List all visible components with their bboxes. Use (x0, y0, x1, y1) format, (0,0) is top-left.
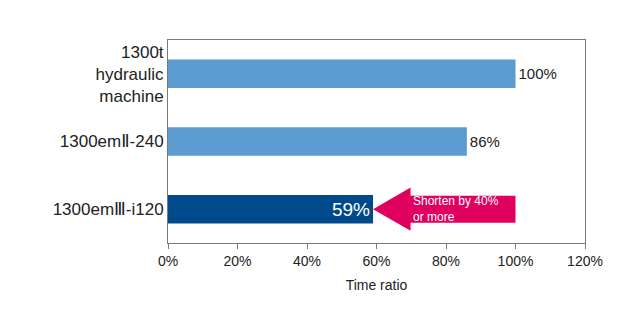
svg-text:1300emⅡ-240: 1300emⅡ-240 (60, 132, 164, 151)
svg-text:59%: 59% (332, 199, 370, 220)
svg-text:0%: 0% (158, 253, 178, 269)
svg-text:100%: 100% (519, 65, 557, 82)
svg-text:40%: 40% (293, 253, 321, 269)
svg-text:120%: 120% (567, 253, 603, 269)
svg-text:Time ratio: Time ratio (346, 277, 408, 293)
svg-text:1300thydraulicmachine: 1300thydraulicmachine (96, 43, 165, 106)
svg-text:86%: 86% (470, 133, 500, 150)
svg-text:80%: 80% (432, 253, 460, 269)
svg-text:1300emⅢ-i120: 1300emⅢ-i120 (53, 200, 164, 219)
svg-text:Shorten by 40%or more: Shorten by 40%or more (413, 194, 499, 224)
svg-text:100%: 100% (498, 253, 534, 269)
svg-text:20%: 20% (223, 253, 251, 269)
svg-text:60%: 60% (362, 253, 390, 269)
